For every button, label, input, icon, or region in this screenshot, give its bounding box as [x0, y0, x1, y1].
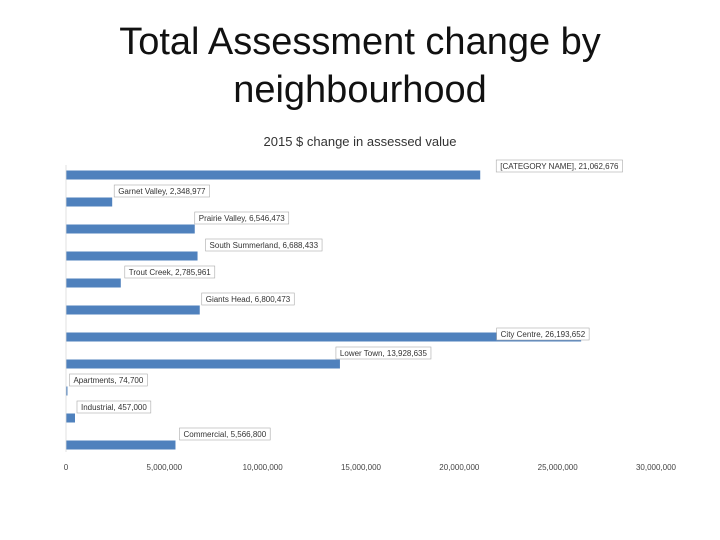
bar-1 [66, 197, 113, 207]
data-label-box [124, 265, 216, 279]
data-label-1: Garnet Valley, 2,348,977 [113, 184, 210, 198]
bar-5 [66, 305, 200, 315]
data-label-text: Trout Creek, 2,785,961 [129, 268, 212, 277]
slide-title: Total Assessment change by neighbourhood [90, 18, 630, 114]
data-label-8: Apartments, 74,700 [69, 373, 148, 387]
data-label-text: South Summerland, 6,688,433 [210, 241, 319, 250]
bar-8 [66, 386, 68, 396]
slide-title-line-1: Total Assessment change by [119, 21, 601, 63]
data-label-10: Commercial, 5,566,800 [179, 427, 271, 441]
x-axis: 0 5,000,000 10,000,000 15,000,000 20,000,000… [64, 165, 677, 472]
data-label-2: Prairie Valley, 6,546,473 [194, 211, 290, 225]
x-tick-label-5: 25,000,000 [538, 463, 579, 472]
data-label-text: Apartments, 74,700 [73, 376, 143, 385]
x-tick-label-4: 20,000,000 [439, 463, 480, 472]
data-label-0: [CATEGORY NAME], 21,062,676 [495, 159, 623, 173]
x-tick-label-2: 10,000,000 [243, 463, 284, 472]
data-label-box [201, 292, 295, 306]
data-label-text: Prairie Valley, 6,546,473 [199, 214, 286, 223]
data-label-box [335, 346, 432, 360]
data-label-box [205, 238, 323, 252]
data-label-9: Industrial, 457,000 [76, 400, 152, 414]
data-label-3: South Summerland, 6,688,433 [205, 238, 323, 252]
data-label-text: Industrial, 457,000 [81, 403, 147, 412]
data-label-4: Trout Creek, 2,785,961 [124, 265, 216, 279]
bar-7 [66, 359, 340, 369]
chart-title: 2015 $ change in assessed value [264, 134, 457, 149]
bar-9 [66, 413, 75, 423]
data-label-box [76, 400, 152, 414]
data-label-text: Giants Head, 6,800,473 [206, 295, 291, 304]
slide-title-line-2: neighbourhood [233, 69, 487, 111]
x-tick-label-3: 15,000,000 [341, 463, 382, 472]
bar-4 [66, 278, 121, 288]
bar-10 [66, 440, 176, 450]
bar-0 [66, 170, 481, 180]
x-tick-label-0: 0 [64, 463, 69, 472]
data-label-box [194, 211, 290, 225]
bar-2 [66, 224, 195, 234]
data-label-text: City Centre, 26,193,652 [501, 330, 586, 339]
data-label-7: Lower Town, 13,928,635 [335, 346, 432, 360]
bar-3 [66, 251, 198, 261]
data-label-box [179, 427, 271, 441]
data-label-box [69, 373, 148, 387]
data-label-box [496, 327, 590, 341]
x-tick-label-1: 5,000,000 [147, 463, 183, 472]
data-label-box [113, 184, 210, 198]
data-label-text: Lower Town, 13,928,635 [340, 349, 428, 358]
data-label-text: [CATEGORY NAME], 21,062,676 [500, 162, 619, 171]
data-label-text: Garnet Valley, 2,348,977 [118, 187, 206, 196]
data-label-6: City Centre, 26,193,652 [496, 327, 590, 341]
x-tick-label-6: 30,000,000 [636, 463, 677, 472]
data-labels-group: [CATEGORY NAME], 21,062,676 Garnet Valley… [69, 159, 623, 441]
bars-group [66, 170, 582, 450]
data-label-5: Giants Head, 6,800,473 [201, 292, 295, 306]
bar-6 [66, 332, 582, 342]
data-label-text: Commercial, 5,566,800 [183, 430, 266, 439]
data-label-box [495, 159, 623, 173]
